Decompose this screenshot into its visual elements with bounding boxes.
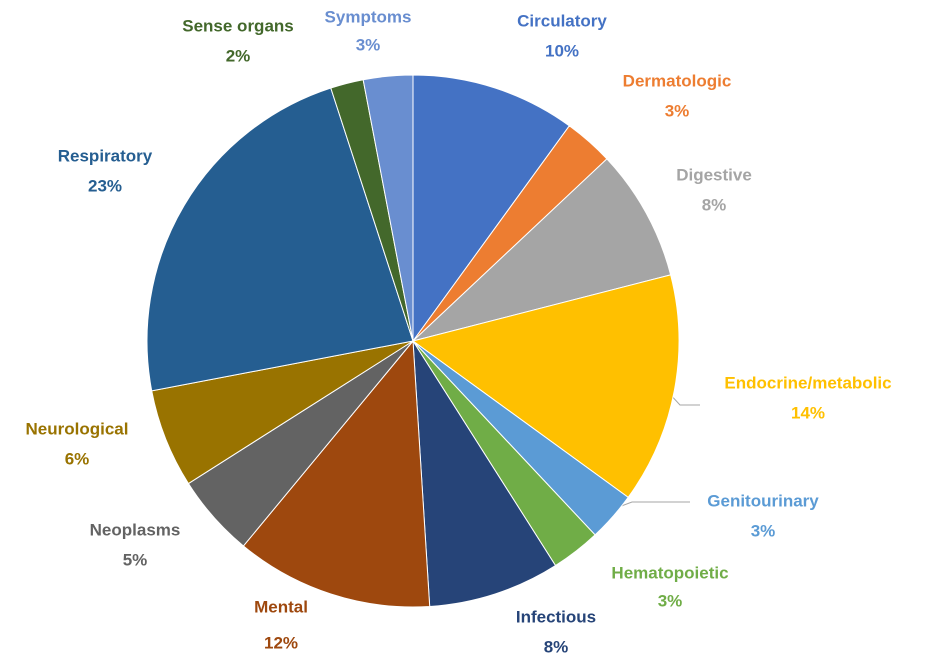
leader-line [615,501,690,509]
value-label: 8% [544,637,569,656]
category-label: Mental [254,597,308,616]
pie-slice [411,274,680,499]
category-label: Neoplasms [90,520,181,539]
value-label: 14% [791,403,825,422]
value-label: 3% [665,101,690,120]
value-label: 23% [88,176,122,195]
pie-slice [242,339,431,608]
category-label: Sense organs [182,16,294,35]
value-label: 12% [264,633,298,652]
category-label: Neurological [26,419,129,438]
category-label: Circulatory [517,11,607,30]
category-label: Hematopoietic [611,563,728,582]
value-label: 2% [226,46,251,65]
pie-slice [412,74,571,343]
pie-slice [146,87,414,392]
category-label: Endocrine/metabolic [724,373,891,392]
pie-slice [362,74,414,342]
value-label: 3% [751,521,776,540]
value-label: 3% [658,591,683,610]
value-label: 5% [123,550,148,569]
value-label: 10% [545,41,579,60]
pie-slice [412,340,557,608]
category-label: Dermatologic [623,71,732,90]
category-label: Genitourinary [707,491,819,510]
category-label: Symptoms [325,7,412,26]
category-label: Digestive [676,165,752,184]
value-label: 6% [65,449,90,468]
category-label: Infectious [516,607,596,626]
value-label: 8% [702,195,727,214]
pie-slice [412,158,672,342]
value-label: 3% [356,35,381,54]
category-label: Respiratory [58,146,153,165]
